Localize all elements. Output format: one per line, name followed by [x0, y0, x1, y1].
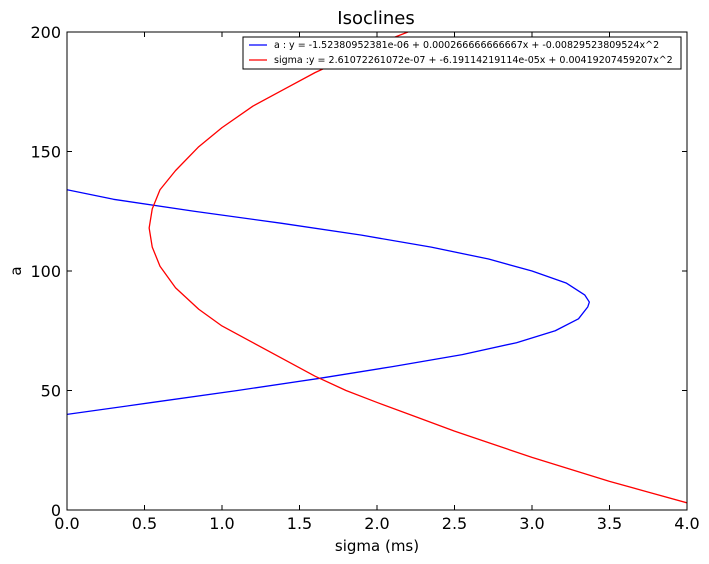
- series-layer: [67, 32, 687, 504]
- x-tick-label: 3.5: [597, 514, 622, 533]
- legend-box: [242, 36, 682, 70]
- x-tick-label: 4.0: [674, 514, 699, 533]
- y-tick-label: 100: [30, 262, 61, 281]
- x-tick-label: 0.5: [132, 514, 157, 533]
- x-tick-label: 2.0: [364, 514, 389, 533]
- x-tick-label: 2.5: [442, 514, 467, 533]
- legend-label-sigma: sigma :y = 2.61072261072e-07 + -6.191142…: [274, 55, 673, 66]
- x-tick-label: 0.0: [54, 514, 79, 533]
- y-axis-ticks: 0 50 100 150 200: [30, 23, 687, 520]
- x-tick-label: 3.0: [519, 514, 544, 533]
- y-tick-label: 50: [41, 382, 61, 401]
- x-axis-ticks: 0.0 0.5 1.0 1.5 2.0 2.5 3.0 3.5 4.0: [54, 32, 700, 533]
- series-a-line: [67, 189, 590, 416]
- y-axis-label: a: [7, 266, 25, 275]
- x-axis-label: sigma (ms): [335, 537, 419, 555]
- y-tick-label: 200: [30, 23, 61, 42]
- plot-frame: [66, 31, 688, 511]
- x-tick-label: 1.0: [209, 514, 234, 533]
- y-tick-label: 0: [51, 501, 61, 520]
- legend-label-a: a : y = -1.52380952381e-06 + 0.000266666…: [274, 40, 659, 51]
- legend: a : y = -1.52380952381e-06 + 0.000266666…: [242, 36, 682, 70]
- x-tick-label: 1.5: [287, 514, 312, 533]
- y-tick-label: 150: [30, 143, 61, 162]
- chart-title: Isoclines: [337, 8, 414, 29]
- series-sigma-line: [148, 32, 687, 504]
